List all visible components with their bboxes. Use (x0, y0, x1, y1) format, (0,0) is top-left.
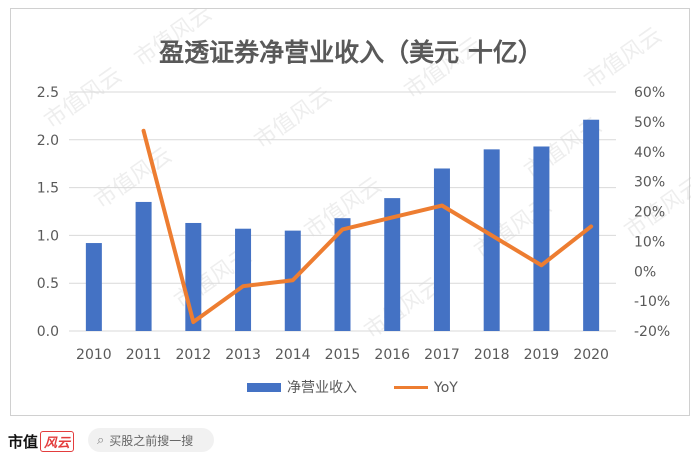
x-tick-label: 2013 (225, 347, 261, 363)
x-tick-label: 2015 (325, 347, 361, 363)
x-tick-label: 2016 (374, 347, 410, 363)
legend-line-label: YoY (433, 380, 458, 396)
legend-bar-swatch (247, 383, 281, 392)
revenue-bar (433, 168, 450, 331)
revenue-bar (235, 228, 252, 331)
brand-logo: 市值 风云 (8, 431, 75, 452)
bar-series (85, 119, 600, 331)
left-tick-label: 1.5 (37, 181, 59, 197)
right-tick-label: -20% (634, 324, 670, 340)
search-icon: ⌕ (97, 432, 105, 448)
brand-mark: 风云 (40, 431, 75, 452)
revenue-bar (85, 243, 102, 331)
x-tick-label: 2019 (524, 347, 560, 363)
left-tick-label: 0.5 (37, 276, 59, 292)
x-tick-label: 2012 (175, 347, 211, 363)
right-tick-label: 60% (634, 85, 665, 101)
x-axis: 2010 2011 2012 2013 2014 2015 2016 2017 2018 2019… (76, 347, 609, 363)
x-tick-label: 2018 (474, 347, 510, 363)
left-tick-label: 2.5 (37, 85, 59, 101)
watermark-text: 市值风云 (580, 23, 666, 94)
brand-text: 市值 (8, 433, 39, 451)
right-tick-label: 40% (634, 145, 665, 161)
revenue-bar (533, 146, 550, 331)
right-tick-label: 50% (634, 115, 665, 131)
right-tick-label: 0% (634, 264, 656, 280)
watermark-text: 市值风云 (250, 83, 336, 154)
x-tick-label: 2010 (76, 347, 112, 363)
legend-bar-label: 净营业收入 (287, 380, 357, 396)
revenue-bar (483, 149, 500, 331)
search-input[interactable]: ⌕ 买股之前搜一搜 (88, 428, 214, 452)
legend: 净营业收入 YoY (247, 380, 458, 396)
right-axis: -20% -10% 0% 10% 20% 30% 40% 50% 60% (634, 85, 670, 340)
left-tick-label: 0.0 (37, 324, 59, 340)
right-tick-label: -10% (634, 294, 670, 310)
x-tick-label: 2014 (275, 347, 311, 363)
left-axis: 0.0 0.5 1.0 1.5 2.0 2.5 (37, 85, 59, 340)
right-tick-label: 30% (634, 175, 665, 191)
x-tick-label: 2017 (424, 347, 460, 363)
yoy-line (141, 128, 594, 325)
search-placeholder: 买股之前搜一搜 (109, 433, 194, 448)
right-tick-label: 20% (634, 205, 665, 221)
revenue-bar (135, 201, 152, 331)
chart-frame: 市值风云 市值风云 市值风云 市值风云 市值风云 市值风云 市值风云 市值风云 市值风云 市值风云… (10, 8, 691, 416)
chart-title: 盈透证券净营业收入（美元 十亿） (159, 38, 543, 67)
x-tick-label: 2020 (573, 347, 609, 363)
right-tick-label: 10% (634, 234, 665, 250)
revenue-bar (334, 218, 351, 331)
x-tick-label: 2011 (126, 347, 162, 363)
left-tick-label: 2.0 (37, 133, 59, 149)
revenue-bar (384, 198, 401, 331)
yoy-line-series (141, 128, 594, 325)
left-tick-label: 1.0 (37, 228, 59, 244)
footer: 市值 风云 ⌕ 买股之前搜一搜 (0, 418, 700, 466)
